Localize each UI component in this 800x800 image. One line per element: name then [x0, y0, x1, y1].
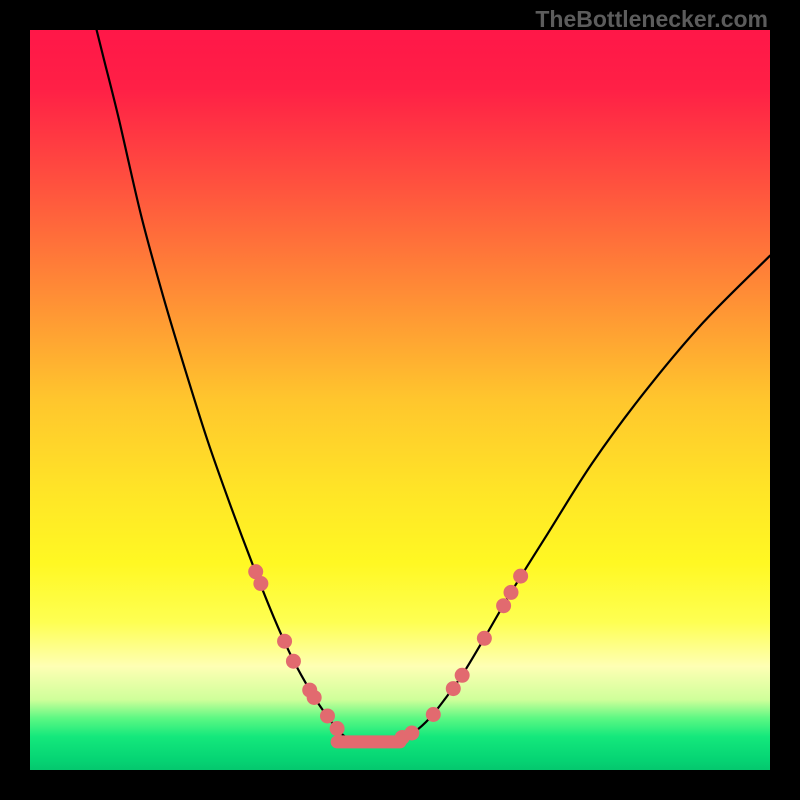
marker-right-8 [513, 569, 528, 584]
chart-stage: TheBottlenecker.com [0, 0, 800, 800]
marker-right-1 [404, 726, 419, 741]
marker-left-1 [253, 576, 268, 591]
marker-right-3 [446, 681, 461, 696]
marker-right-6 [496, 598, 511, 613]
marker-right-2 [426, 707, 441, 722]
marker-left-6 [320, 708, 335, 723]
watermark-text: TheBottlenecker.com [535, 6, 768, 33]
marker-left-5 [307, 690, 322, 705]
plot-area [30, 30, 770, 770]
marker-left-3 [286, 654, 301, 669]
marker-left-7 [330, 721, 345, 736]
marker-left-2 [277, 634, 292, 649]
marker-right-7 [504, 585, 519, 600]
curve-markers [30, 30, 770, 770]
marker-right-5 [477, 631, 492, 646]
marker-right-4 [455, 668, 470, 683]
